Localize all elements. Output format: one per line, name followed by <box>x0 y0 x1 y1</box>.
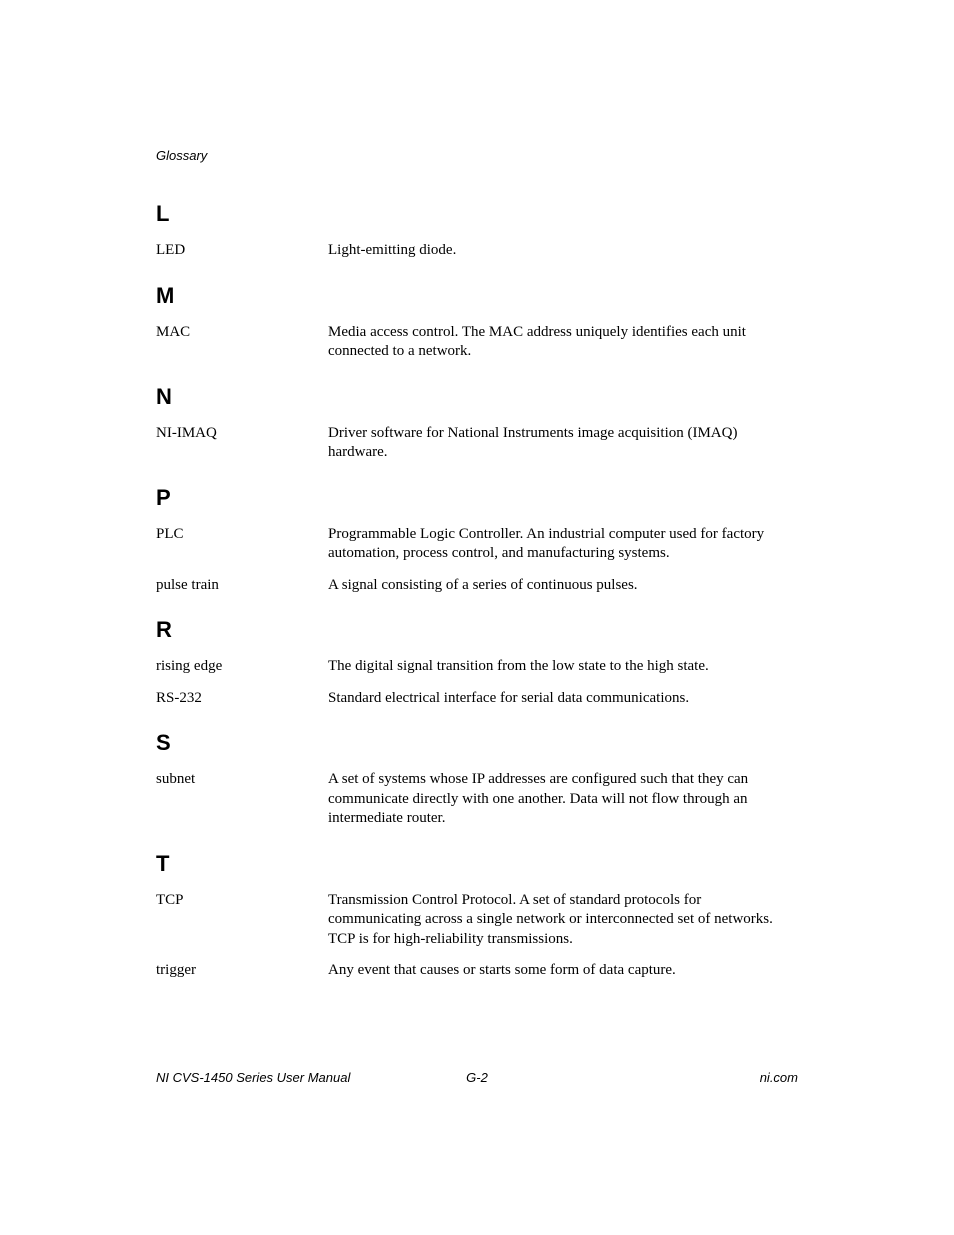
section-letter: P <box>156 485 798 511</box>
glossary-entry: triggerAny event that causes or starts s… <box>156 961 798 981</box>
section-letter: R <box>156 617 798 643</box>
glossary-entry: RS-232Standard electrical interface for … <box>156 689 798 709</box>
glossary-page: Glossary L LEDLight-emitting diode. M MACMe… <box>0 0 954 1235</box>
section-letter: T <box>156 851 798 877</box>
glossary-term: TCP <box>156 891 328 950</box>
glossary-term: PLC <box>156 525 328 564</box>
glossary-term: pulse train <box>156 576 328 596</box>
glossary-entry: LEDLight-emitting diode. <box>156 241 798 261</box>
glossary-definition: Media access control. The MAC address un… <box>328 323 798 362</box>
glossary-entry: rising edgeThe digital signal transition… <box>156 657 798 677</box>
section-letter: M <box>156 283 798 309</box>
glossary-entry: PLCProgrammable Logic Controller. An ind… <box>156 525 798 564</box>
glossary-term: MAC <box>156 323 328 362</box>
glossary-term: LED <box>156 241 328 261</box>
page-footer: NI CVS-1450 Series User Manual G-2 ni.co… <box>156 1070 798 1085</box>
glossary-definition: A signal consisting of a series of conti… <box>328 576 798 596</box>
glossary-definition: Programmable Logic Controller. An indust… <box>328 525 798 564</box>
section-letter: S <box>156 730 798 756</box>
glossary-term: RS-232 <box>156 689 328 709</box>
glossary-entry: TCPTransmission Control Protocol. A set … <box>156 891 798 950</box>
glossary-entry: MACMedia access control. The MAC address… <box>156 323 798 362</box>
glossary-definition: Standard electrical interface for serial… <box>328 689 798 709</box>
glossary-definition: Any event that causes or starts some for… <box>328 961 798 981</box>
glossary-term: trigger <box>156 961 328 981</box>
glossary-entry: pulse trainA signal consisting of a seri… <box>156 576 798 596</box>
glossary-term: NI-IMAQ <box>156 424 328 463</box>
footer-right: ni.com <box>760 1070 798 1085</box>
page-header: Glossary <box>156 148 798 163</box>
glossary-definition: The digital signal transition from the l… <box>328 657 798 677</box>
glossary-entry: subnetA set of systems whose IP addresse… <box>156 770 798 829</box>
glossary-definition: A set of systems whose IP addresses are … <box>328 770 798 829</box>
glossary-definition: Driver software for National Instruments… <box>328 424 798 463</box>
glossary-definition: Light-emitting diode. <box>328 241 798 261</box>
glossary-term: subnet <box>156 770 328 829</box>
footer-center: G-2 <box>466 1070 488 1085</box>
glossary-entry: NI-IMAQDriver software for National Inst… <box>156 424 798 463</box>
footer-left: NI CVS-1450 Series User Manual <box>156 1070 350 1085</box>
glossary-definition: Transmission Control Protocol. A set of … <box>328 891 798 950</box>
section-letter: L <box>156 201 798 227</box>
glossary-content: L LEDLight-emitting diode. M MACMedia acces… <box>156 201 798 981</box>
glossary-term: rising edge <box>156 657 328 677</box>
section-letter: N <box>156 384 798 410</box>
